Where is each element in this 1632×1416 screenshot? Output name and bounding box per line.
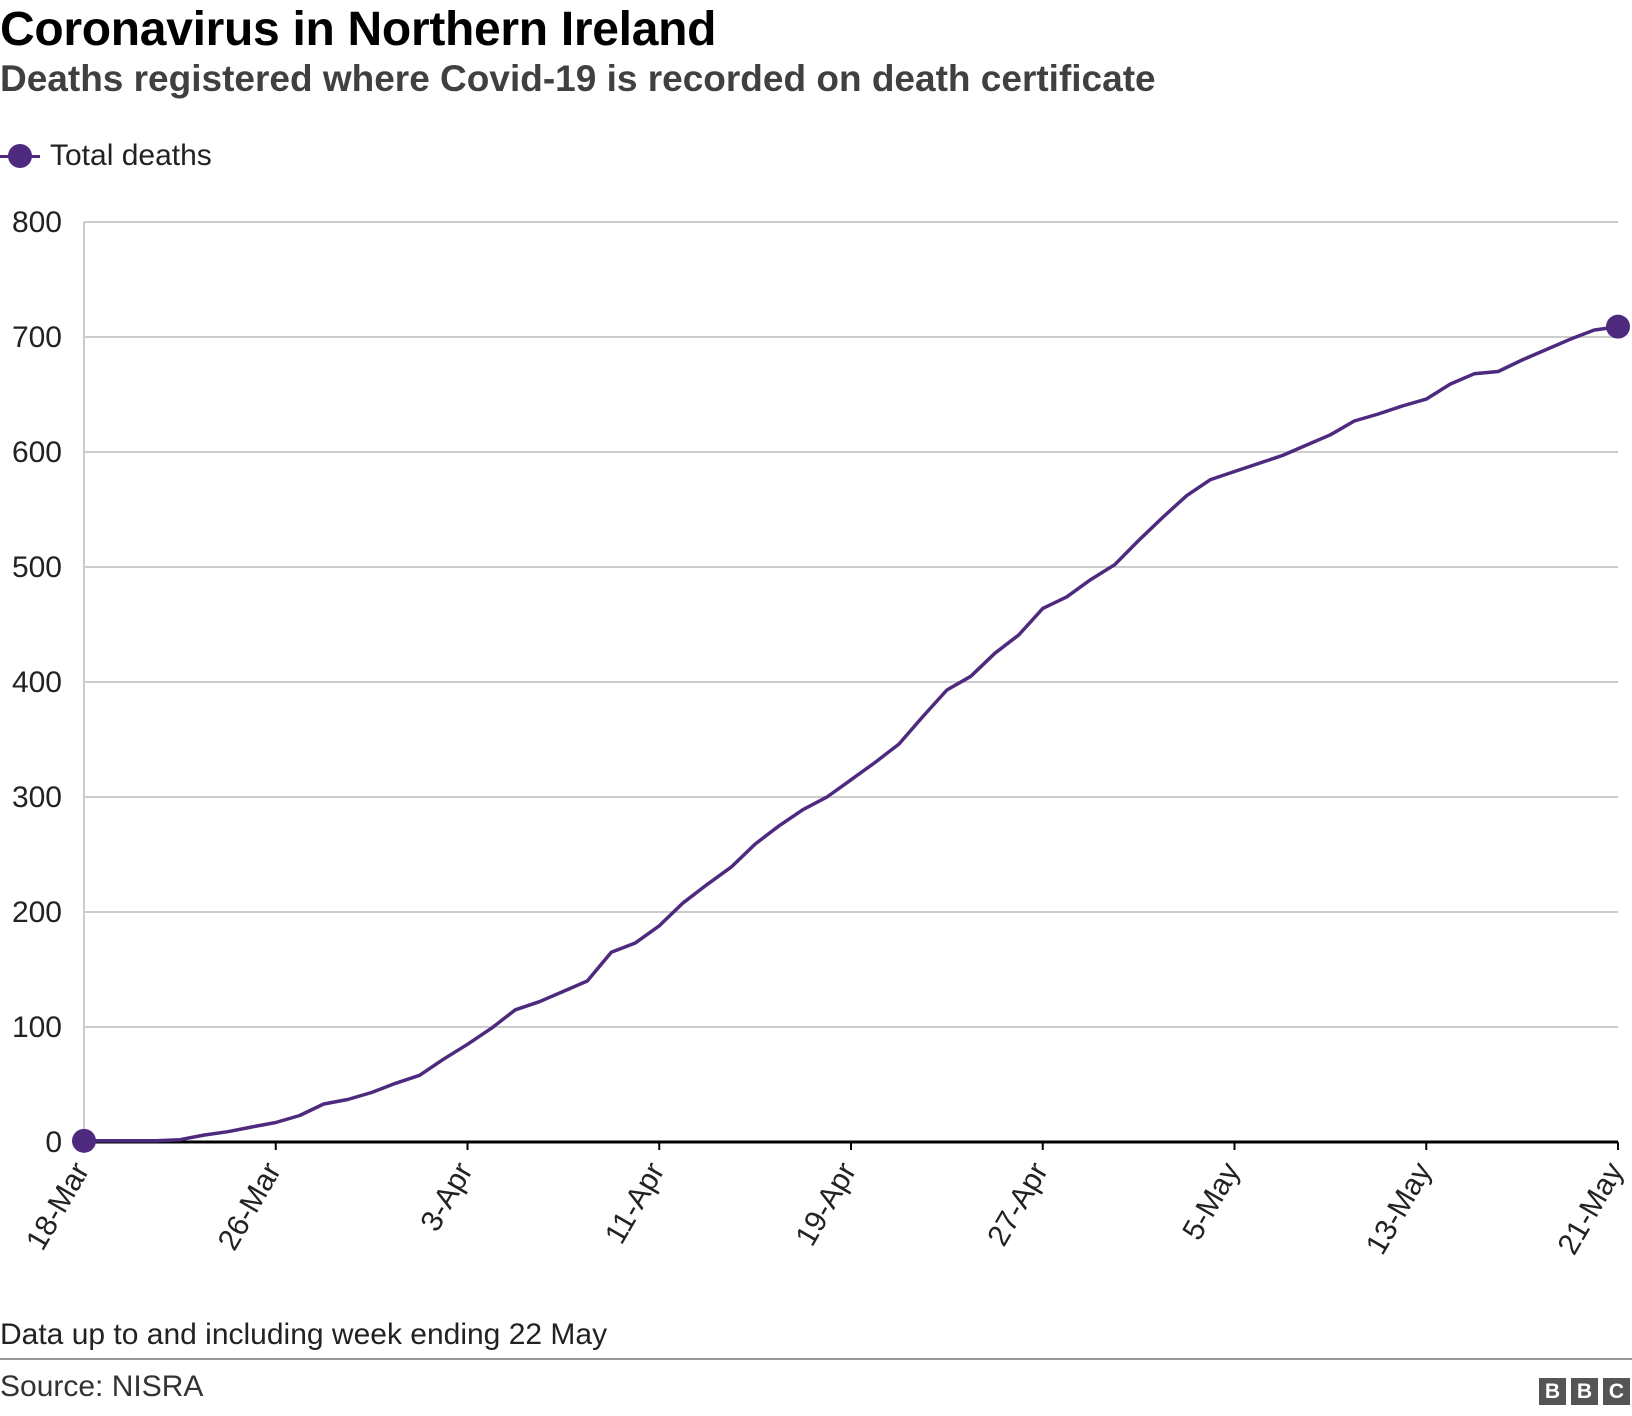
- source-note: Source: NISRA: [0, 1370, 204, 1403]
- y-tick-label: 500: [12, 551, 62, 584]
- x-tick-label: 13-May: [1360, 1157, 1439, 1260]
- data-point-marker: [1606, 314, 1630, 339]
- y-tick-label: 600: [12, 436, 62, 469]
- chart-subtitle: Deaths registered where Covid-19 is reco…: [0, 58, 1156, 99]
- y-tick-label: 700: [12, 321, 62, 354]
- footer-divider: [0, 1358, 1632, 1360]
- x-tick-label: 21-May: [1551, 1157, 1630, 1260]
- footnote: Data up to and including week ending 22 …: [0, 1318, 608, 1351]
- bbc-logo-letter: B: [1539, 1378, 1566, 1405]
- y-tick-label: 400: [12, 666, 62, 699]
- legend-line-marker-icon: [0, 136, 40, 176]
- y-tick-label: 0: [45, 1126, 62, 1159]
- x-tick-label: 19-Apr: [789, 1157, 863, 1251]
- bbc-logo-letter: C: [1603, 1378, 1630, 1405]
- x-tick-label: 5-May: [1176, 1157, 1246, 1246]
- y-tick-label: 300: [12, 781, 62, 814]
- line-chart: 0 100 200 300 400 500 600 700 800 18-Mar 26-Mar 3-A…: [12, 206, 1630, 1260]
- legend-label-total-deaths: Total deaths: [50, 139, 212, 172]
- data-point-marker: [72, 1128, 96, 1153]
- series-line-total-deaths: [82, 324, 1620, 1143]
- y-tick-label: 200: [12, 896, 62, 929]
- chart-title: Coronavirus in Northern Ireland: [0, 3, 717, 56]
- y-tick-label: 100: [12, 1011, 62, 1044]
- x-tick-label: 11-Apr: [599, 1157, 671, 1250]
- y-tick-label: 800: [12, 206, 62, 239]
- bbc-logo: B B C: [1539, 1378, 1630, 1405]
- x-tick-label: 26-Mar: [212, 1157, 288, 1256]
- bbc-logo-letter: B: [1571, 1378, 1598, 1405]
- x-tick-label: 27-Apr: [981, 1157, 1055, 1251]
- legend: Total deaths: [0, 136, 212, 176]
- x-tick-label: 3-Apr: [414, 1157, 479, 1237]
- x-tick-label: 18-Mar: [20, 1157, 96, 1256]
